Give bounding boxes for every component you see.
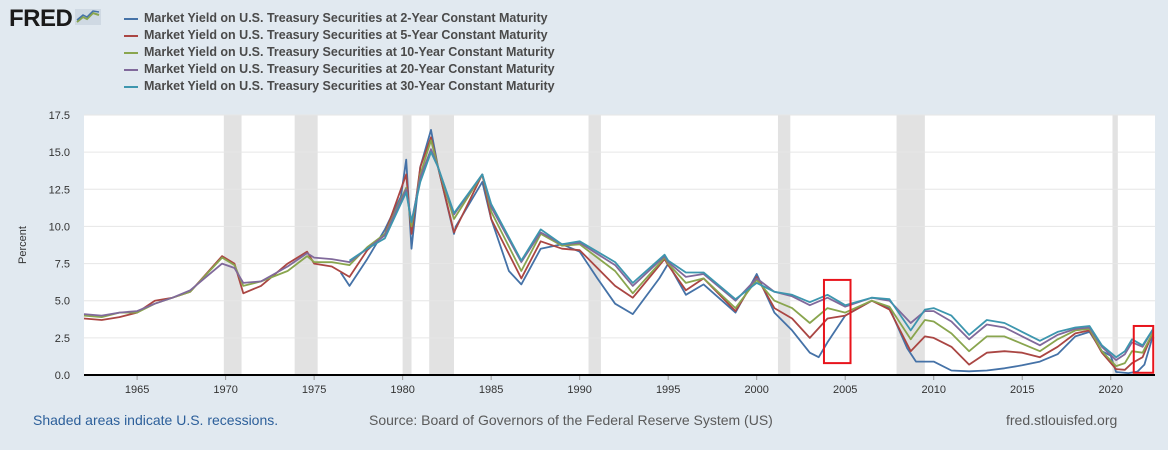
x-tick-label: 1965 bbox=[125, 384, 149, 396]
y-tick-label: 0.0 bbox=[55, 370, 70, 382]
chart-area: 0.0 2.5 5.0 7.5 10.0 12.5 15.0 17.5 1965 1970 1975… bbox=[0, 100, 1168, 400]
x-tick-label: 1980 bbox=[390, 384, 414, 396]
series-line bbox=[83, 139, 1155, 367]
series-line bbox=[348, 151, 1154, 359]
chart-legend: Market Yield on U.S. Treasury Securities… bbox=[124, 10, 555, 95]
legend-item[interactable]: Market Yield on U.S. Treasury Securities… bbox=[124, 78, 555, 95]
recession-band bbox=[777, 115, 791, 375]
legend-swatch bbox=[124, 34, 138, 37]
y-tick-label: 12.5 bbox=[49, 184, 70, 196]
recession-note: Shaded areas indicate U.S. recessions. bbox=[33, 412, 279, 428]
plot-background bbox=[84, 115, 1155, 375]
x-tick-label: 2015 bbox=[1010, 384, 1034, 396]
recession-band bbox=[896, 115, 925, 375]
annotation-box bbox=[1132, 324, 1155, 374]
recession-band bbox=[223, 115, 242, 375]
legend-item[interactable]: Market Yield on U.S. Treasury Securities… bbox=[124, 61, 555, 78]
x-tick-label: 1985 bbox=[479, 384, 503, 396]
x-tick-label: 1970 bbox=[213, 384, 237, 396]
y-tick-label: 2.5 bbox=[55, 333, 70, 345]
legend-label: Market Yield on U.S. Treasury Securities… bbox=[144, 11, 548, 25]
legend-item[interactable]: Market Yield on U.S. Treasury Securities… bbox=[124, 27, 555, 44]
site-link[interactable]: fred.stlouisfed.org bbox=[1006, 412, 1118, 428]
y-axis-label: Percent bbox=[17, 226, 29, 264]
line-chart-icon bbox=[75, 7, 102, 32]
y-tick-label: 15.0 bbox=[49, 147, 70, 159]
x-tick-label: 2010 bbox=[921, 384, 945, 396]
x-tick-label: 2000 bbox=[744, 384, 768, 396]
y-tick-label: 5.0 bbox=[55, 296, 70, 308]
y-tick-label: 10.0 bbox=[49, 221, 70, 233]
fred-logo[interactable]: FRED bbox=[9, 5, 102, 33]
source-note: Source: Board of Governors of the Federa… bbox=[369, 412, 773, 428]
recession-band bbox=[402, 115, 412, 375]
legend-item[interactable]: Market Yield on U.S. Treasury Securities… bbox=[124, 10, 555, 27]
x-tick-label: 2005 bbox=[833, 384, 857, 396]
y-tick-label: 17.5 bbox=[49, 110, 70, 122]
legend-label: Market Yield on U.S. Treasury Securities… bbox=[144, 28, 548, 42]
legend-label: Market Yield on U.S. Treasury Securities… bbox=[144, 79, 555, 93]
legend-swatch bbox=[124, 68, 138, 71]
legend-swatch bbox=[124, 51, 138, 54]
x-tick-label: 1995 bbox=[656, 384, 680, 396]
legend-label: Market Yield on U.S. Treasury Securities… bbox=[144, 62, 555, 76]
x-tick-label: 2020 bbox=[1099, 384, 1123, 396]
series-line bbox=[83, 148, 1154, 361]
x-tick-label: 1990 bbox=[567, 384, 591, 396]
logo-text: FRED bbox=[9, 5, 73, 32]
y-tick-label: 7.5 bbox=[55, 259, 70, 271]
x-tick-label: 1975 bbox=[302, 384, 326, 396]
recession-band bbox=[588, 115, 601, 375]
recession-band bbox=[294, 115, 318, 375]
legend-swatch bbox=[124, 17, 138, 20]
legend-swatch bbox=[124, 85, 138, 88]
legend-label: Market Yield on U.S. Treasury Securities… bbox=[144, 45, 555, 59]
recession-band bbox=[1112, 115, 1118, 375]
legend-item[interactable]: Market Yield on U.S. Treasury Securities… bbox=[124, 44, 555, 61]
annotation-box bbox=[822, 278, 852, 365]
line-chart: 0.0 2.5 5.0 7.5 10.0 12.5 15.0 17.5 1965 1970 1975… bbox=[17, 110, 1155, 396]
